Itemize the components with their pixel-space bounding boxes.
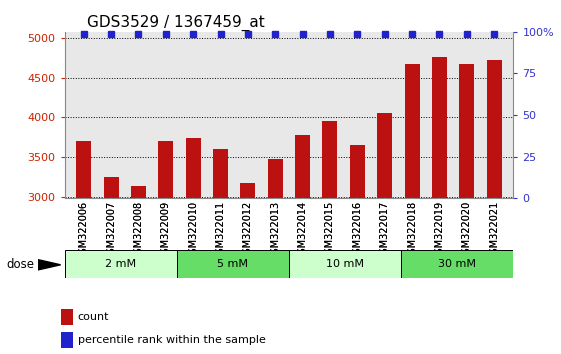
Bar (131, 186, 146, 354)
Bar (432, 57, 447, 354)
Bar (65, 250, 177, 278)
Bar (158, 141, 173, 354)
Bar (240, 183, 255, 354)
Bar (323, 121, 338, 354)
Text: GSM322011: GSM322011 (215, 201, 226, 260)
Text: percentile rank within the sample: percentile rank within the sample (77, 335, 265, 346)
Text: GSM322016: GSM322016 (352, 201, 362, 260)
Text: 30 mM: 30 mM (438, 259, 476, 269)
Bar (104, 177, 118, 354)
Bar (213, 149, 228, 354)
Text: GSM322017: GSM322017 (380, 201, 390, 260)
Text: count: count (77, 312, 109, 322)
Bar (377, 113, 392, 354)
Bar (459, 64, 474, 354)
Text: dose: dose (7, 258, 35, 271)
Text: GSM322015: GSM322015 (325, 201, 335, 260)
Text: GSM322009: GSM322009 (161, 201, 171, 260)
Bar (186, 138, 201, 354)
Text: GSM322006: GSM322006 (79, 201, 89, 260)
Polygon shape (38, 260, 61, 270)
Text: GSM322020: GSM322020 (462, 201, 472, 260)
Bar (295, 135, 310, 354)
Text: GSM322012: GSM322012 (243, 201, 253, 260)
Bar (401, 250, 513, 278)
Text: GSM322010: GSM322010 (188, 201, 198, 260)
Bar (268, 159, 283, 354)
Bar (404, 64, 420, 354)
Text: 10 mM: 10 mM (326, 259, 364, 269)
Bar (177, 250, 289, 278)
Text: 5 mM: 5 mM (217, 259, 249, 269)
Text: GSM322014: GSM322014 (297, 201, 307, 260)
Text: GSM322021: GSM322021 (489, 201, 499, 260)
Bar (486, 59, 502, 354)
Text: 2 mM: 2 mM (105, 259, 136, 269)
Text: GSM322019: GSM322019 (434, 201, 444, 260)
Text: GSM322013: GSM322013 (270, 201, 280, 260)
Bar (289, 250, 401, 278)
Bar (61, 309, 73, 325)
Text: GSM322008: GSM322008 (134, 201, 144, 260)
Bar (61, 332, 73, 348)
Text: GSM322007: GSM322007 (106, 201, 116, 260)
Bar (76, 141, 91, 354)
Bar (350, 145, 365, 354)
Text: GDS3529 / 1367459_at: GDS3529 / 1367459_at (87, 14, 265, 30)
Text: GSM322018: GSM322018 (407, 201, 417, 260)
